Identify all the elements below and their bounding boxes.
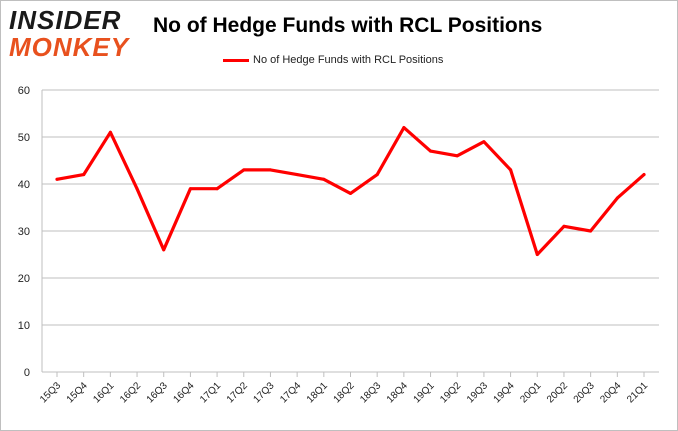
y-tick-label: 40: [18, 179, 30, 191]
x-tick-label: 20Q1: [518, 380, 543, 405]
chart-legend: No of Hedge Funds with RCL Positions: [223, 54, 443, 66]
x-tick-label: 18Q1: [305, 380, 330, 405]
data-point: [402, 126, 406, 130]
legend-swatch: [223, 58, 249, 62]
x-tick-label: 16Q1: [91, 380, 116, 405]
x-tick-label: 19Q2: [438, 380, 463, 405]
data-point: [429, 149, 433, 153]
x-tick-label: 18Q3: [358, 380, 383, 405]
insider-monkey-logo: INSIDER MONKEY: [9, 7, 129, 60]
y-tick-label: 20: [18, 273, 30, 285]
x-tick-label: 20Q4: [598, 380, 623, 405]
x-tick-label: 18Q4: [385, 380, 410, 405]
data-point: [642, 173, 646, 177]
y-tick-label: 60: [18, 85, 30, 97]
chart-title: No of Hedge Funds with RCL Positions: [153, 14, 543, 37]
data-point: [188, 187, 192, 191]
x-tick-label: 17Q1: [198, 380, 223, 405]
legend-label: No of Hedge Funds with RCL Positions: [253, 54, 444, 66]
x-tick-label: 16Q3: [145, 380, 170, 405]
x-tick-label: 16Q4: [171, 380, 196, 405]
data-point: [215, 187, 219, 191]
data-point: [108, 130, 112, 134]
data-point: [562, 224, 566, 228]
data-point: [268, 168, 272, 172]
x-tick-label: 21Q1: [625, 380, 650, 405]
y-tick-label: 10: [18, 320, 30, 332]
x-tick-label: 20Q2: [545, 380, 570, 405]
x-tick-label: 17Q4: [278, 380, 303, 405]
data-point: [295, 173, 299, 177]
x-tick-label: 20Q3: [572, 380, 597, 405]
x-tick-label: 16Q2: [118, 380, 143, 405]
data-point: [535, 253, 539, 256]
x-tick-label: 15Q3: [38, 380, 63, 405]
data-point: [242, 168, 246, 172]
y-tick-label: 30: [18, 226, 30, 238]
data-point: [322, 177, 326, 181]
logo-line-1: INSIDER: [9, 5, 122, 35]
data-point: [615, 196, 619, 200]
y-tick-label: 0: [24, 367, 30, 379]
data-point: [55, 177, 59, 181]
data-point: [455, 154, 459, 158]
data-point: [482, 140, 486, 144]
data-point: [589, 229, 593, 233]
y-tick-label: 50: [18, 132, 30, 144]
data-point: [375, 173, 379, 177]
x-tick-label: 19Q4: [492, 380, 517, 405]
x-tick-label: 17Q3: [251, 380, 276, 405]
series-line: [55, 125, 646, 257]
data-point: [162, 248, 166, 252]
data-point: [135, 187, 139, 191]
logo-line-2: MONKEY: [9, 32, 130, 62]
data-point: [509, 168, 513, 172]
data-point: [82, 173, 86, 177]
x-tick-label: 18Q2: [332, 380, 357, 405]
data-point: [349, 191, 352, 195]
x-tick-label: 15Q4: [65, 380, 90, 405]
x-tick-label: 19Q1: [412, 380, 437, 405]
x-tick-label: 19Q3: [465, 380, 490, 405]
x-tick-label: 17Q2: [225, 380, 250, 405]
